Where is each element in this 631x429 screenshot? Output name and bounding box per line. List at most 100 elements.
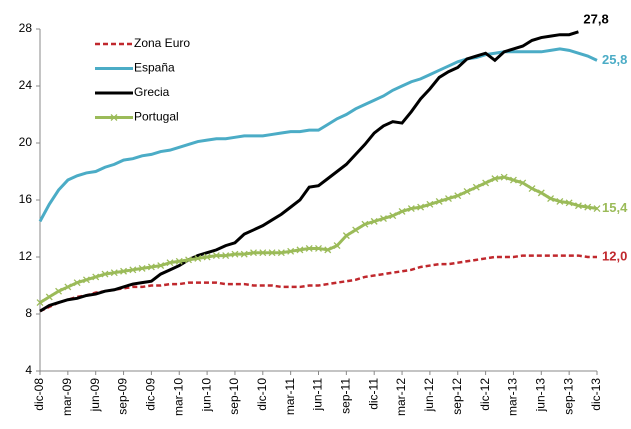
marker [175,257,183,265]
y-tick-label: 4 [25,363,32,377]
marker [417,203,425,211]
series-line [38,47,598,223]
x-tick-label: sep-12 [450,378,464,415]
marker [398,207,406,215]
marker [472,183,480,191]
x-tick-label: jun-12 [422,378,436,413]
marker [73,279,81,287]
y-tick-label: 20 [19,135,33,149]
value-label: 25,8 [602,52,627,67]
legend-label: España [134,61,175,75]
marker [138,264,146,272]
marker [491,175,499,183]
marker [463,187,471,195]
marker [407,205,415,213]
x-tick-label: dic-11 [366,378,380,410]
marker [537,189,545,197]
marker [361,220,369,228]
marker [528,185,536,193]
marker [565,199,573,207]
marker [277,249,285,257]
marker [203,253,211,261]
value-label: 12,0 [602,248,627,263]
x-tick-label: mar-12 [394,378,408,416]
series-line [39,30,579,313]
marker [194,254,202,262]
marker [157,262,165,270]
legend-marker [110,114,118,121]
value-label: 15,4 [602,200,628,215]
marker [240,250,248,258]
y-tick-label: 12 [19,249,33,263]
marker [222,252,230,260]
x-tick-label: jun-11 [311,378,325,412]
x-tick-label: sep-09 [116,378,130,415]
marker [120,267,128,275]
marker [435,197,443,205]
marker [556,197,564,205]
series-line [39,175,598,304]
marker [574,202,582,210]
marker [250,249,257,257]
marker [342,232,350,240]
x-tick-label: mar-09 [60,378,74,416]
marker [305,244,313,252]
marker [259,249,267,257]
value-label: 27,8 [583,11,608,26]
marker [287,247,295,255]
marker [212,252,220,260]
marker [129,266,137,274]
marker [389,212,397,220]
x-tick-label: mar-10 [171,378,185,416]
marker [268,249,276,257]
marker [36,299,44,307]
marker [45,293,53,301]
x-tick-label: sep-13 [561,378,575,415]
x-tick-label: dic-10 [255,378,269,411]
x-tick-label: sep-10 [227,378,241,415]
marker [380,215,387,222]
y-tick-label: 8 [25,306,32,320]
marker [315,244,322,252]
legend-label: Grecia [134,85,170,99]
marker [64,283,72,291]
legend-label: Portugal [134,110,179,124]
marker [231,250,239,258]
marker [82,276,90,284]
x-tick-label: jun-09 [88,378,102,413]
marker [519,179,527,187]
x-tick-label: jun-10 [199,378,213,413]
x-tick-label: dic-13 [589,378,603,411]
marker [584,203,592,211]
marker [333,242,341,250]
x-tick-label: sep-11 [339,378,353,414]
y-tick-label: 16 [19,192,33,206]
marker [482,179,490,187]
marker [55,287,63,295]
marker [147,263,155,271]
marker [296,246,304,254]
marker [547,195,555,203]
marker [101,270,109,278]
marker [454,192,462,200]
x-tick-label: jun-13 [533,378,547,413]
x-tick-label: mar-13 [506,378,520,416]
marker [185,256,192,264]
y-tick-label: 24 [19,78,33,92]
x-tick-label: dic-12 [478,378,492,411]
series-line [39,254,597,313]
marker [370,217,378,225]
marker [500,173,508,181]
marker [324,246,332,254]
marker [593,205,601,213]
marker [352,226,360,234]
x-tick-label: mar-11 [283,378,297,415]
marker [166,259,174,267]
legend-label: Zona Euro [134,36,190,50]
y-tick-label: 28 [19,21,33,35]
marker [445,195,452,203]
marker [110,269,118,277]
x-tick-label: dic-08 [32,378,46,411]
marker [426,200,434,208]
